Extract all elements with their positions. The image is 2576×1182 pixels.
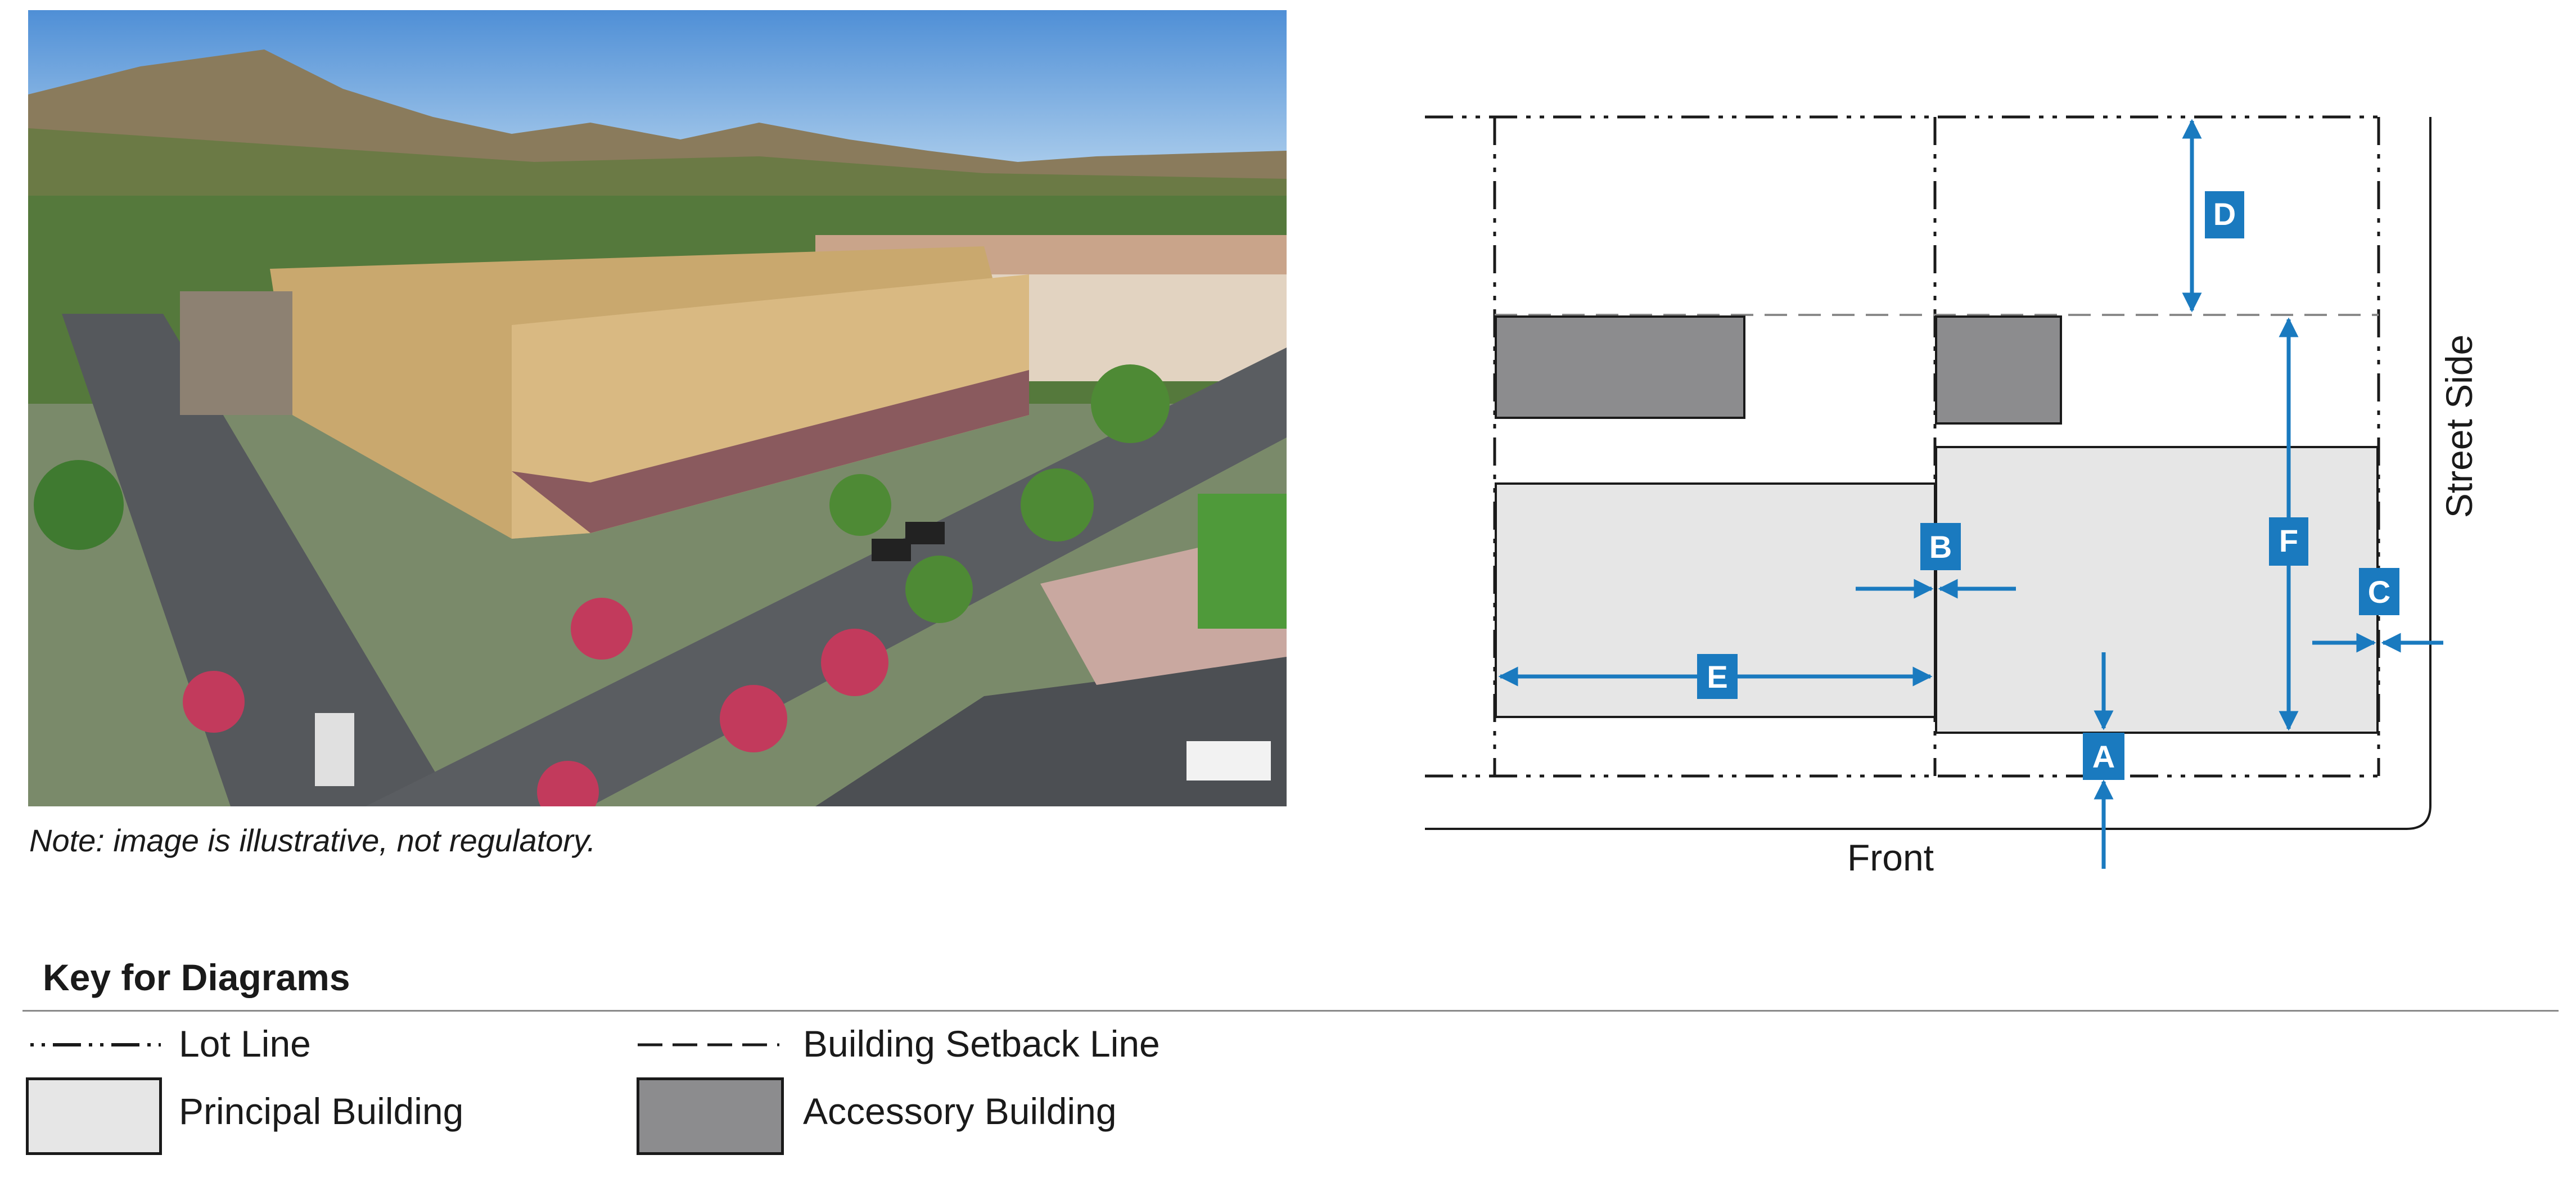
lot-line-label: Lot Line <box>179 1023 311 1064</box>
front-label: Front <box>1847 837 1934 878</box>
setback-diagram: D F E B C A Front Street Side <box>1425 115 2480 878</box>
key-title: Key for Diagrams <box>43 957 350 998</box>
side-building <box>180 291 292 415</box>
photo-caption: Note: image is illustrative, not regulat… <box>29 823 596 858</box>
parked-car <box>905 522 945 544</box>
marker-e: E <box>1697 654 1738 699</box>
marker-d-label: D <box>2213 196 2236 232</box>
green-tree <box>1021 468 1094 542</box>
marker-f-label: F <box>2279 523 2298 558</box>
flowering-tree <box>571 598 633 660</box>
street-side-label: Street Side <box>2438 335 2480 518</box>
flowering-tree <box>720 685 787 752</box>
principal-building-swatch <box>26 1077 162 1155</box>
marker-c: C <box>2359 568 2399 615</box>
flowering-tree <box>821 629 888 696</box>
marker-e-label: E <box>1707 659 1727 694</box>
green-tree <box>1091 364 1170 443</box>
lot-line-swatch <box>30 1043 161 1046</box>
lawn <box>1198 494 1287 629</box>
flowering-tree <box>183 671 245 733</box>
white-van <box>315 713 354 786</box>
accessory-building-label: Accessory Building <box>803 1090 1117 1132</box>
principal-building-label: Principal Building <box>179 1090 464 1132</box>
white-truck <box>1187 741 1271 781</box>
green-tree <box>829 474 891 536</box>
key-divider <box>22 1010 2559 1012</box>
aerial-photo-illustration <box>28 10 1287 806</box>
setback-line-swatch <box>638 1043 779 1046</box>
parked-car <box>872 539 911 561</box>
flowering-tree <box>537 761 599 806</box>
white-building <box>984 274 1287 381</box>
marker-a: A <box>2083 733 2124 780</box>
marker-d: D <box>2205 191 2244 238</box>
street-curb <box>1425 117 2431 830</box>
marker-b: B <box>1920 523 1961 570</box>
green-tree <box>34 460 124 550</box>
parking-lot <box>815 657 1287 806</box>
marker-f: F <box>2269 517 2308 566</box>
street-diagonal <box>366 348 1287 806</box>
marker-c-label: C <box>2368 574 2390 610</box>
accessory-building-swatch <box>637 1077 784 1155</box>
building-base <box>512 370 1029 533</box>
marker-b-label: B <box>1929 529 1952 565</box>
setback-line-label: Building Setback Line <box>803 1023 1160 1064</box>
green-tree <box>905 556 973 623</box>
street-left <box>62 314 455 806</box>
marker-a-label: A <box>2092 739 2115 774</box>
accessory-building-left <box>1495 315 1745 419</box>
accessory-building-right <box>1935 315 2062 425</box>
aerial-photo <box>28 10 1287 806</box>
